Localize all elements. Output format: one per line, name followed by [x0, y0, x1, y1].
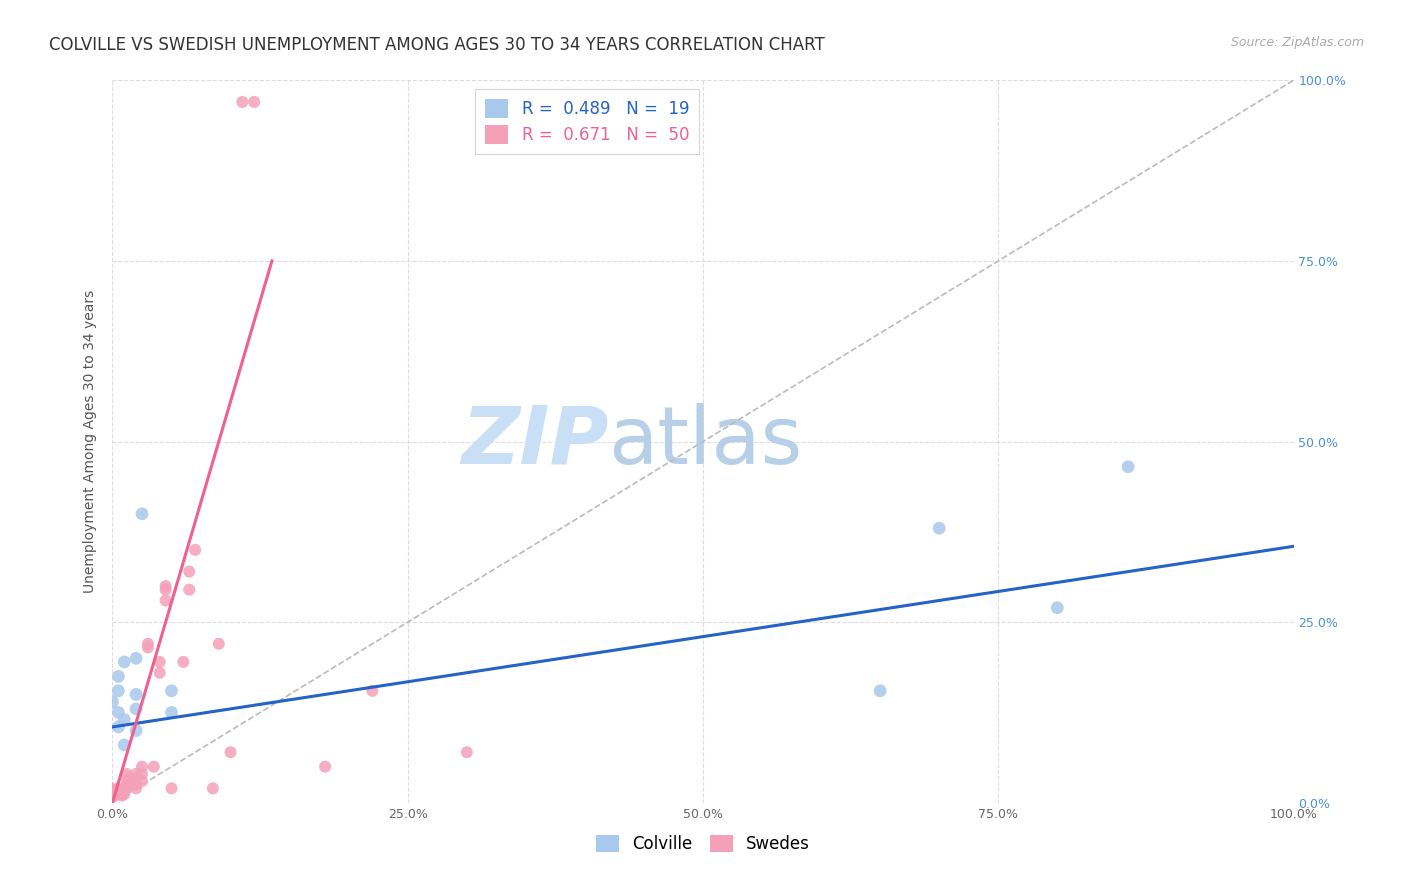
Point	[107, 706, 129, 720]
Point	[149, 655, 172, 669]
Point	[125, 651, 148, 665]
Point	[160, 781, 183, 796]
Point	[155, 582, 177, 597]
Point	[928, 521, 950, 535]
Point	[208, 637, 231, 651]
Point	[115, 767, 138, 781]
Point	[112, 781, 135, 796]
Point	[107, 781, 129, 796]
Point	[136, 637, 159, 651]
Point	[172, 655, 194, 669]
Point	[107, 782, 129, 797]
Point	[1116, 459, 1139, 474]
Point	[112, 785, 135, 799]
Legend: Colville, Swedes: Colville, Swedes	[589, 828, 817, 860]
Point	[149, 665, 172, 680]
Point	[107, 683, 129, 698]
Y-axis label: Unemployment Among Ages 30 to 34 years: Unemployment Among Ages 30 to 34 years	[83, 290, 97, 593]
Point	[112, 787, 135, 801]
Point	[869, 683, 891, 698]
Text: COLVILLE VS SWEDISH UNEMPLOYMENT AMONG AGES 30 TO 34 YEARS CORRELATION CHART: COLVILLE VS SWEDISH UNEMPLOYMENT AMONG A…	[49, 36, 825, 54]
Point	[111, 787, 134, 801]
Point	[1046, 600, 1069, 615]
Point	[111, 785, 134, 799]
Point	[101, 787, 124, 801]
Point	[107, 669, 129, 683]
Point	[243, 95, 266, 109]
Point	[361, 683, 384, 698]
Point	[101, 782, 124, 797]
Point	[125, 778, 148, 792]
Point	[179, 565, 201, 579]
Point	[101, 695, 124, 709]
Point	[131, 760, 153, 774]
Point	[125, 767, 148, 781]
Point	[115, 778, 138, 792]
Point	[101, 789, 124, 803]
Point	[125, 687, 148, 701]
Point	[125, 702, 148, 716]
Point	[101, 781, 124, 796]
Text: Source: ZipAtlas.com: Source: ZipAtlas.com	[1230, 36, 1364, 49]
Point	[219, 745, 242, 759]
Point	[314, 760, 336, 774]
Point	[160, 706, 183, 720]
Point	[131, 767, 153, 781]
Point	[231, 95, 253, 109]
Point	[111, 789, 134, 803]
Point	[101, 790, 124, 805]
Point	[125, 774, 148, 789]
Point	[184, 542, 207, 557]
Point	[125, 723, 148, 738]
Point	[131, 774, 153, 789]
Point	[112, 713, 135, 727]
Point	[112, 738, 135, 752]
Point	[115, 774, 138, 789]
Point	[120, 778, 142, 792]
Text: atlas: atlas	[609, 402, 803, 481]
Point	[125, 781, 148, 796]
Point	[155, 593, 177, 607]
Point	[112, 782, 135, 797]
Text: ZIP: ZIP	[461, 402, 609, 481]
Point	[107, 720, 129, 734]
Point	[101, 785, 124, 799]
Point	[179, 582, 201, 597]
Point	[131, 507, 153, 521]
Point	[142, 760, 165, 774]
Point	[160, 683, 183, 698]
Point	[112, 655, 135, 669]
Point	[136, 640, 159, 655]
Point	[201, 781, 224, 796]
Point	[120, 771, 142, 785]
Point	[107, 785, 129, 799]
Point	[101, 789, 124, 803]
Point	[155, 579, 177, 593]
Point	[456, 745, 478, 759]
